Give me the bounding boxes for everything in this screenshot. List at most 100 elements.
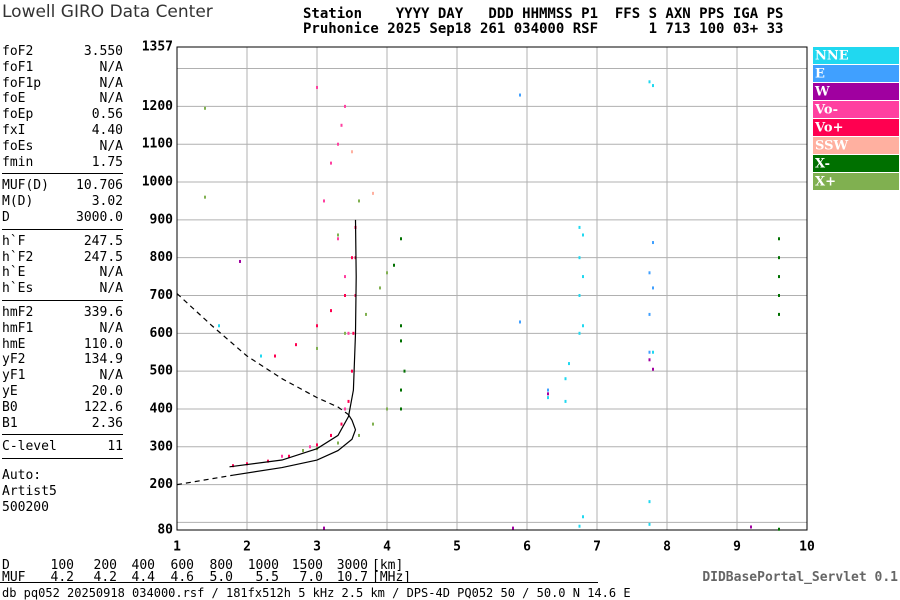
servlet-label: DIDBasePortal_Servlet 0.1 <box>702 570 898 585</box>
echo <box>652 84 654 88</box>
echo <box>750 525 752 529</box>
separator <box>2 173 123 175</box>
param-label: yF2 <box>2 352 26 368</box>
param-label: foEs <box>2 138 34 154</box>
param-value: N/A <box>99 75 123 91</box>
echo <box>218 324 220 328</box>
muf-value: 5.0 <box>209 570 233 585</box>
d-value: 600 <box>170 558 194 573</box>
param-label: hmF2 <box>2 305 34 320</box>
echo <box>340 123 343 127</box>
param-value: 3.550 <box>83 44 123 59</box>
muf-value: 4.2 <box>50 570 74 585</box>
auto-line: Auto: <box>2 468 42 484</box>
echo <box>648 500 651 504</box>
param-value: 1.75 <box>91 154 123 170</box>
d-value: 400 <box>131 558 155 573</box>
param-label: foE <box>2 91 26 107</box>
param-value: N/A <box>99 368 123 384</box>
legend-swatch <box>813 83 899 100</box>
param-label: h`F2 <box>2 249 34 265</box>
header-line: Pruhonice 2025 Sep18 261 034000 RSF 1 71… <box>303 21 784 37</box>
param-value: 247.5 <box>83 233 123 249</box>
param-value: 339.6 <box>83 305 123 320</box>
echo <box>778 312 780 316</box>
echo <box>323 199 325 203</box>
y-tick-label: 1100 <box>142 137 173 152</box>
x-tick-label: 7 <box>593 540 601 555</box>
echo <box>648 350 651 354</box>
param-label: h`Es <box>2 281 34 297</box>
echo <box>204 195 206 199</box>
legend-swatch <box>813 119 899 136</box>
y-tick-label: 500 <box>150 364 174 379</box>
echo <box>578 331 581 335</box>
param-value: 10.706 <box>76 178 123 194</box>
x-tick-label: 9 <box>733 540 741 555</box>
y-tick-label: 80 <box>157 523 173 538</box>
echo <box>316 443 318 447</box>
brand: Lowell GIRO Data Center <box>2 2 213 22</box>
muf-unit: [MHz] <box>372 570 412 585</box>
echo <box>309 445 311 449</box>
echo <box>519 320 521 324</box>
echo <box>352 331 355 335</box>
echo <box>323 526 325 530</box>
header-line: Station YYYY DAY DDD HHMMSS P1 FFS S AXN… <box>303 6 784 22</box>
param-label: foF1 <box>2 59 34 75</box>
separator <box>2 228 123 230</box>
param-label: MUF(D) <box>2 178 49 194</box>
x-tick-label: 6 <box>523 540 531 555</box>
legend-label: X- <box>815 157 830 172</box>
echo <box>246 462 248 466</box>
profile-curve <box>232 414 357 476</box>
echo <box>274 354 276 358</box>
legend-swatch <box>813 65 899 82</box>
echo <box>400 324 402 328</box>
d-unit: [km] <box>372 558 404 573</box>
separator <box>2 458 123 460</box>
echo <box>316 324 318 328</box>
profile-curve <box>229 219 357 468</box>
echo <box>358 199 360 203</box>
echo <box>288 454 290 458</box>
param-label: C-level <box>2 439 57 455</box>
y-tick-label: 800 <box>150 250 174 265</box>
echo <box>267 459 269 463</box>
d-value: 1000 <box>247 558 279 573</box>
echo <box>578 225 581 229</box>
echo <box>547 396 549 400</box>
legend-swatch <box>813 137 899 154</box>
echo <box>568 362 570 366</box>
echo <box>564 377 567 381</box>
param-label: M(D) <box>2 194 34 210</box>
d-value: 800 <box>209 558 233 573</box>
echo <box>564 399 567 403</box>
muf-label: MUF <box>2 570 26 585</box>
echo <box>400 388 402 392</box>
echo <box>351 256 353 260</box>
legend-label: W <box>814 85 830 100</box>
echo <box>778 256 780 260</box>
echo <box>648 271 651 275</box>
echo <box>547 392 549 396</box>
x-tick-label: 2 <box>243 540 251 555</box>
y-tick-label: 1200 <box>142 99 173 114</box>
y-tick-label: 1000 <box>142 175 173 190</box>
echo <box>344 275 346 279</box>
param-value: 2.36 <box>91 415 123 431</box>
param-value: 134.9 <box>83 352 123 368</box>
echo <box>648 312 651 316</box>
echo <box>347 331 350 335</box>
info-line: db pq052 20250918 034000.rsf / 181fx512h… <box>2 586 631 600</box>
echo <box>648 358 651 362</box>
profile-curve <box>176 293 349 416</box>
ionogram: 8020030040050060070080090010001100120013… <box>142 40 899 555</box>
echo <box>316 85 318 89</box>
param-label: foF1p <box>2 75 42 91</box>
echo <box>778 293 780 297</box>
echo <box>344 331 346 335</box>
param-label: B0 <box>2 399 18 415</box>
legend-label: SSW <box>815 139 848 154</box>
